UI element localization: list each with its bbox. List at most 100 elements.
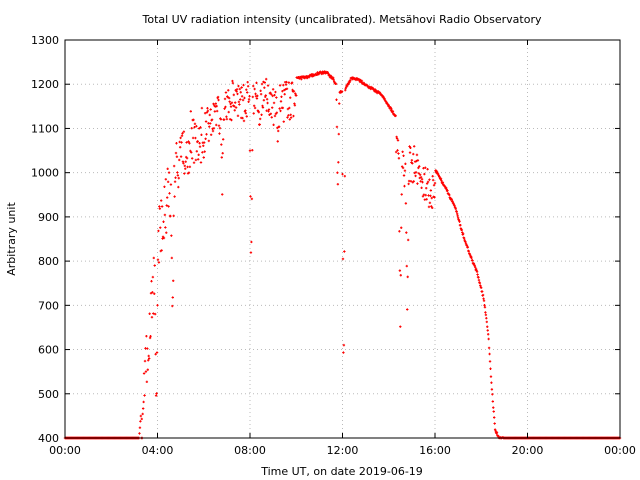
data-point: [218, 126, 222, 130]
data-point: [484, 311, 487, 314]
data-point: [399, 325, 402, 328]
data-point: [406, 275, 409, 279]
data-point: [247, 98, 251, 101]
data-point: [251, 95, 254, 99]
data-point: [148, 312, 151, 315]
data-point: [247, 100, 250, 103]
data-point: [238, 103, 241, 106]
x-tick-label: 00:00: [49, 444, 81, 457]
data-point: [343, 250, 346, 253]
data-point: [282, 120, 285, 123]
data-point: [170, 234, 173, 237]
data-point: [184, 160, 187, 163]
data-point: [255, 97, 259, 100]
data-point: [221, 138, 225, 141]
data-point: [198, 145, 202, 148]
data-point: [215, 123, 218, 127]
data-point: [246, 85, 250, 88]
data-point: [235, 90, 238, 93]
data-point: [183, 164, 186, 168]
data-point: [164, 178, 168, 181]
data-point: [208, 113, 211, 117]
data-point: [285, 80, 288, 84]
data-point: [225, 117, 229, 121]
data-point: [189, 149, 192, 153]
data-point: [252, 104, 256, 107]
data-point: [219, 118, 223, 121]
data-point: [197, 158, 200, 161]
data-point: [215, 109, 219, 113]
data-point: [426, 168, 429, 171]
data-point: [390, 107, 393, 111]
data-point: [230, 118, 233, 122]
y-tick-label: 1200: [31, 78, 59, 91]
data-point: [147, 354, 150, 358]
data-point: [412, 145, 416, 148]
data-point: [338, 102, 341, 105]
data-point: [467, 250, 470, 253]
data-point: [163, 213, 167, 217]
data-point: [398, 269, 402, 272]
data-point: [425, 182, 429, 185]
data-point: [254, 92, 257, 96]
data-point: [424, 166, 427, 169]
data-point: [281, 106, 285, 110]
data-point: [459, 223, 462, 227]
data-point: [341, 257, 345, 261]
data-point: [154, 353, 157, 356]
data-point: [139, 414, 143, 418]
y-tick-label: 1100: [31, 122, 59, 135]
data-point: [480, 290, 484, 293]
data-point: [250, 197, 254, 201]
data-point: [335, 125, 339, 129]
data-point: [243, 96, 246, 100]
data-point: [152, 256, 155, 260]
data-point: [204, 137, 207, 141]
data-point: [418, 176, 421, 180]
data-point: [176, 174, 180, 177]
data-point: [486, 325, 489, 328]
data-point: [173, 195, 176, 198]
data-point: [188, 142, 191, 145]
data-point: [155, 351, 159, 354]
data-point: [263, 81, 266, 84]
data-point: [488, 360, 492, 363]
data-point: [194, 158, 198, 162]
data-point: [340, 90, 344, 93]
data-point: [203, 141, 206, 144]
data-point: [337, 132, 340, 136]
data-point: [249, 251, 253, 254]
data-point: [203, 111, 207, 115]
data-point: [154, 394, 158, 397]
data-point: [263, 86, 266, 89]
data-point: [197, 127, 201, 130]
data-point: [172, 214, 175, 218]
data-point: [289, 113, 292, 117]
data-point: [480, 286, 483, 289]
data-point: [425, 186, 428, 190]
data-point: [177, 176, 180, 180]
data-point: [342, 351, 345, 354]
data-point: [138, 426, 142, 429]
data-point: [410, 159, 414, 162]
data-point: [229, 105, 233, 108]
data-point: [151, 291, 154, 294]
data-point: [246, 91, 249, 94]
data-point: [412, 152, 415, 156]
data-point: [394, 114, 397, 117]
data-point: [262, 99, 266, 102]
data-point: [288, 106, 291, 110]
data-point: [235, 88, 239, 91]
data-point: [336, 183, 340, 186]
data-point: [280, 95, 283, 98]
data-point: [271, 94, 274, 98]
data-point: [209, 133, 213, 136]
data-point: [347, 82, 350, 86]
data-point: [429, 194, 432, 197]
data-point: [237, 84, 240, 88]
data-point: [460, 228, 464, 232]
data-point: [256, 94, 259, 98]
data-point: [272, 101, 276, 105]
data-point: [238, 87, 242, 91]
